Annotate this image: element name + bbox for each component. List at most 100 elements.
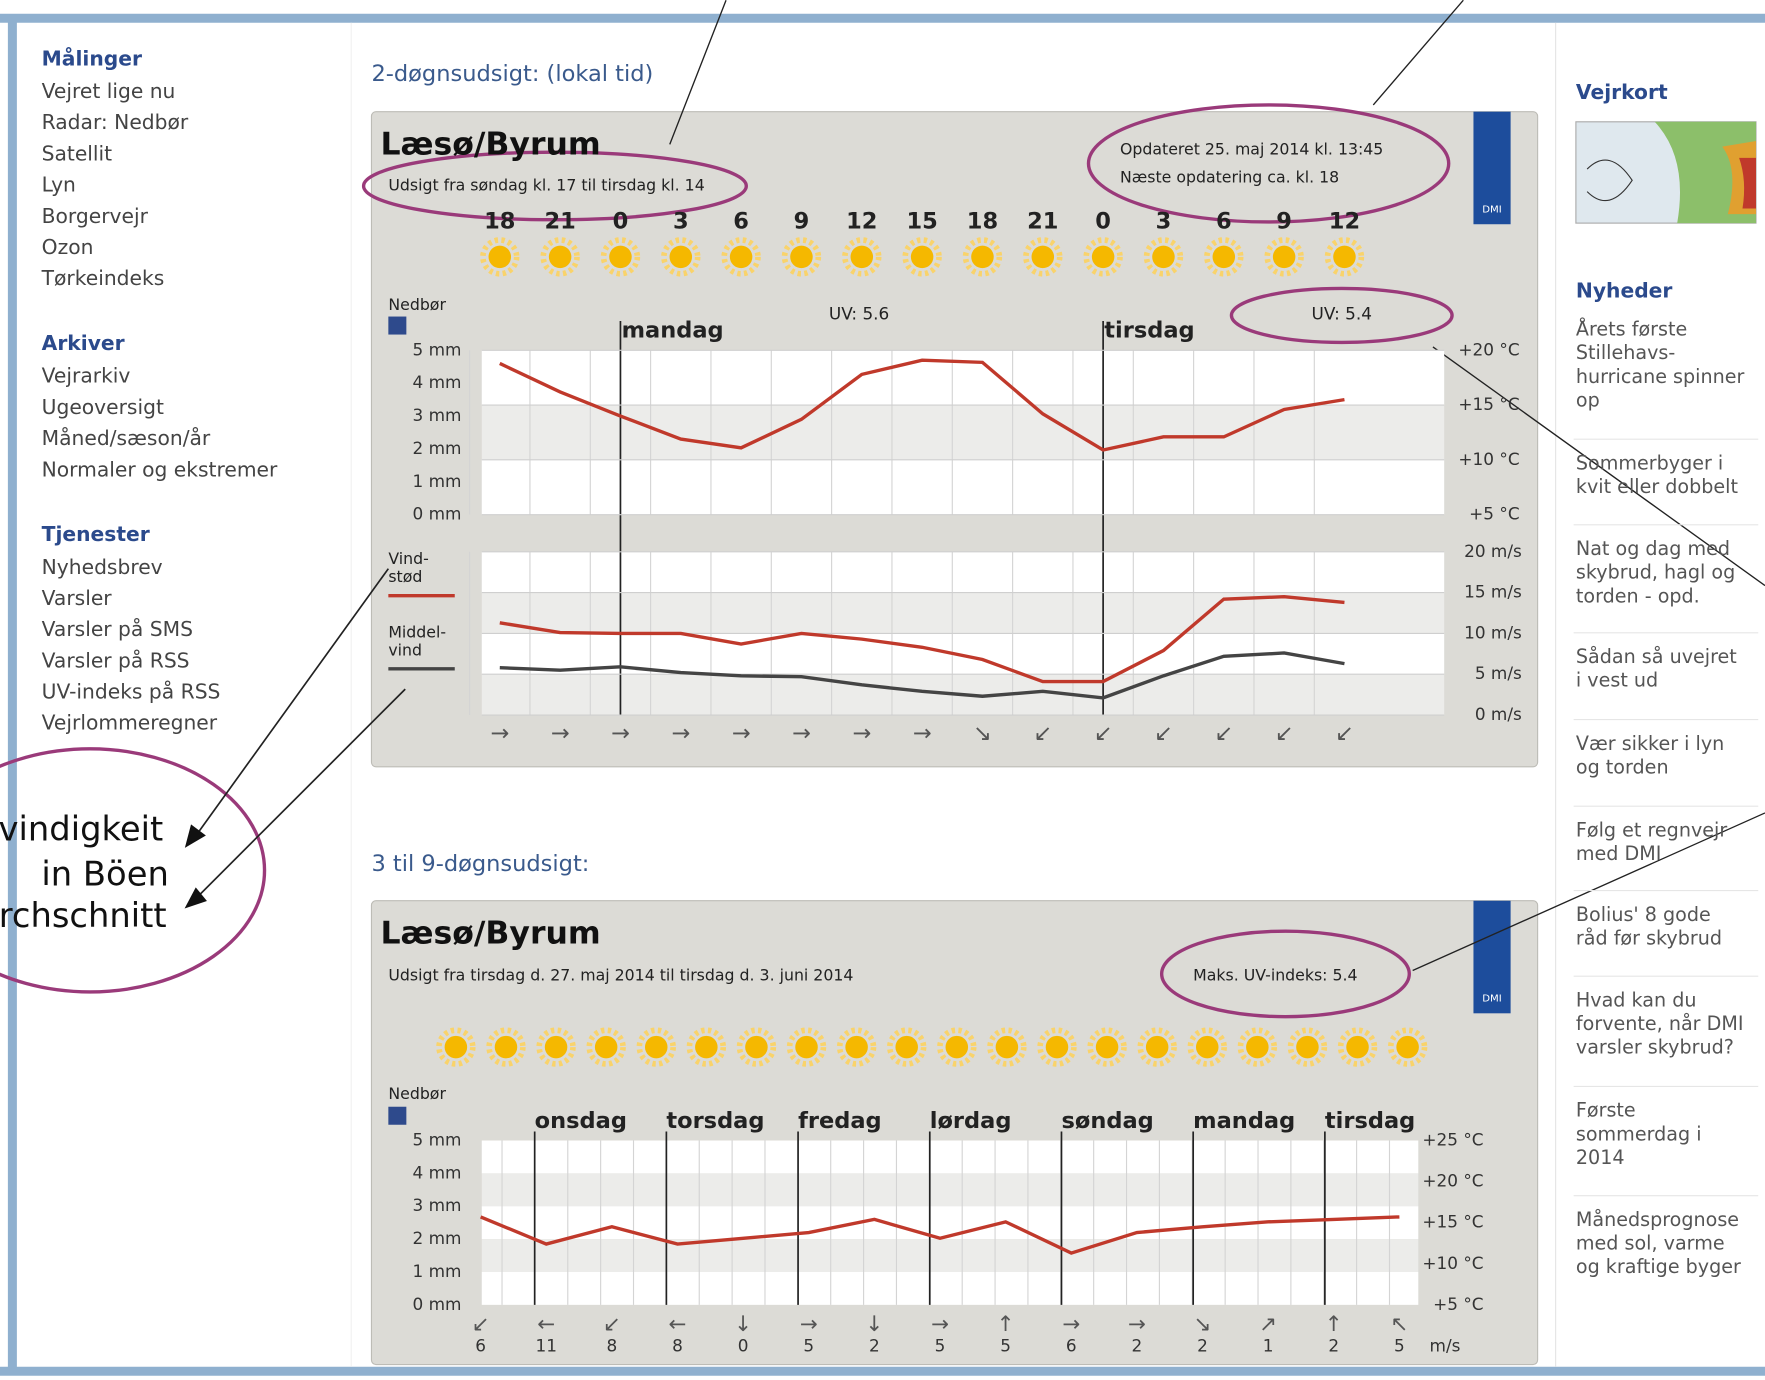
- wind-speed: 2: [1132, 1335, 1143, 1355]
- news-link[interactable]: Sommerbyger i: [1576, 451, 1723, 474]
- wind-speed: 5: [1000, 1335, 1011, 1355]
- tick-label: 5 mm: [413, 339, 462, 359]
- hour-label: 18: [967, 208, 998, 234]
- news-link[interactable]: Følg et regnvejr: [1576, 818, 1727, 841]
- day-label: mandag: [1193, 1108, 1295, 1134]
- wind-direction: →: [1128, 1312, 1146, 1337]
- news-link[interactable]: kvit eller dobbelt: [1576, 475, 1739, 498]
- weather-icon: [745, 1036, 768, 1059]
- news-link[interactable]: Nat og dag med: [1576, 537, 1730, 560]
- weather-icon: [946, 1036, 969, 1059]
- nav-link[interactable]: Borgervejr: [42, 204, 149, 228]
- news-link[interactable]: skybrud, hagl og: [1576, 561, 1735, 584]
- weather-icon: [996, 1036, 1019, 1059]
- news-link[interactable]: Sådan så uvejret: [1576, 645, 1737, 668]
- wind-speed: 6: [1066, 1335, 1077, 1355]
- wind-direction: ↘: [1194, 1312, 1212, 1337]
- nav-link[interactable]: Satellit: [42, 141, 113, 165]
- forecast-range: Udsigt fra søndag kl. 17 til tirsdag kl.…: [388, 175, 704, 194]
- news-link[interactable]: Hvad kan du: [1576, 988, 1697, 1011]
- news-link[interactable]: torden - opd.: [1576, 584, 1700, 607]
- nav-link[interactable]: Normaler og ekstremer: [42, 457, 278, 481]
- update-info: Næste opdatering ca. kl. 18: [1120, 168, 1339, 187]
- news-link[interactable]: Første: [1576, 1099, 1636, 1122]
- weather-icon: [1273, 246, 1296, 269]
- wind-direction: ←: [669, 1312, 687, 1337]
- nav-link[interactable]: Måned/sæson/år: [42, 426, 211, 450]
- news-link[interactable]: op: [1576, 388, 1600, 411]
- news-link[interactable]: forvente, når DMI: [1576, 1012, 1744, 1035]
- news-link[interactable]: i vest ud: [1576, 669, 1658, 692]
- tick-label: 3 mm: [413, 405, 462, 425]
- tick-label: 2 mm: [413, 1228, 462, 1248]
- weather-icon: [445, 1036, 468, 1059]
- wind-direction: ↗: [1259, 1312, 1277, 1337]
- wind-speed: 11: [536, 1335, 557, 1355]
- nav-link[interactable]: Vejret lige nu: [42, 79, 176, 103]
- precip-legend: [388, 1107, 406, 1125]
- nav-link[interactable]: Vejrlommeregner: [42, 711, 218, 735]
- day-label: torsdag: [666, 1108, 764, 1134]
- news-link[interactable]: sommerdag i: [1576, 1122, 1702, 1145]
- tick-label: 20 m/s: [1464, 541, 1522, 561]
- news-link[interactable]: med sol, varme: [1576, 1232, 1725, 1255]
- wind-speed: 8: [672, 1335, 683, 1355]
- tick-label: 4 mm: [413, 1162, 462, 1182]
- plot-band: [482, 1239, 1419, 1272]
- nav-link[interactable]: Tørkeindeks: [41, 266, 165, 290]
- nav-link[interactable]: Radar: Nedbør: [42, 110, 189, 134]
- news-link[interactable]: råd før skybrud: [1576, 927, 1722, 950]
- tick-label: 1 mm: [413, 471, 462, 491]
- news-link[interactable]: hurricane spinner: [1576, 365, 1745, 388]
- news-link[interactable]: Bolius' 8 gode: [1576, 903, 1711, 926]
- section-title: Vejrkort: [1576, 80, 1668, 104]
- tick-label: +20 °C: [1422, 1171, 1483, 1191]
- news-link[interactable]: Stillehavs-: [1576, 341, 1675, 364]
- wind-direction: →: [490, 721, 509, 747]
- hour-label: 3: [673, 208, 689, 234]
- weather-icon: [845, 1036, 868, 1059]
- news-link[interactable]: varsler skybrud?: [1576, 1036, 1734, 1059]
- nav-link[interactable]: Lyn: [42, 173, 76, 197]
- wind-speed: 2: [869, 1335, 880, 1355]
- hour-label: 15: [906, 208, 937, 234]
- screenshot: DMI DMI MålingerVejret lige nuRadar: Ned…: [0, 0, 1765, 1376]
- nav-link[interactable]: Ozon: [42, 235, 94, 259]
- nav-link[interactable]: UV-indeks på RSS: [42, 680, 221, 704]
- nav-link[interactable]: Varsler på SMS: [42, 617, 193, 641]
- wind-speed: 0: [738, 1335, 749, 1355]
- tick-label: 3 mm: [413, 1195, 462, 1215]
- nav-link[interactable]: Ugeoversigt: [42, 395, 164, 419]
- precip-legend: [388, 317, 406, 335]
- news-link[interactable]: og torden: [1576, 755, 1669, 778]
- wind-direction: →: [732, 721, 751, 747]
- wind-speed: 2: [1328, 1335, 1339, 1355]
- weather-icon: [795, 1036, 818, 1059]
- nav-link[interactable]: Varsler: [42, 586, 113, 610]
- wind-direction: ↙: [1094, 721, 1113, 747]
- weather-icon: [895, 1036, 918, 1059]
- news-link[interactable]: med DMI: [1576, 842, 1661, 865]
- weather-icon: [1333, 246, 1356, 269]
- weather-icon: [790, 246, 813, 269]
- news-link[interactable]: Månedsprognose: [1576, 1208, 1739, 1231]
- weather-icon: [549, 246, 572, 269]
- wind-direction: ↙: [1275, 721, 1294, 747]
- weather-icon: [495, 1036, 518, 1059]
- news-link[interactable]: Årets første: [1576, 318, 1687, 341]
- hour-label: 18: [484, 208, 515, 234]
- location-title: Læsø/Byrum: [380, 916, 600, 952]
- nav-link[interactable]: Vejrarkiv: [42, 364, 131, 388]
- wind-speed: 5: [803, 1335, 814, 1355]
- update-info: Opdateret 25. maj 2014 kl. 13:45: [1120, 139, 1383, 158]
- news-link[interactable]: 2014: [1576, 1146, 1625, 1169]
- weather-icon: [1152, 246, 1175, 269]
- day-label: onsdag: [535, 1108, 627, 1134]
- tick-label: 4 mm: [413, 372, 462, 392]
- plot-band: [482, 1173, 1419, 1206]
- wind-direction: ↘: [973, 721, 992, 747]
- news-link[interactable]: og kraftige byger: [1576, 1255, 1741, 1278]
- nav-link[interactable]: Varsler på RSS: [42, 648, 190, 672]
- nav-link[interactable]: Nyhedsbrev: [42, 555, 163, 579]
- news-link[interactable]: Vær sikker i lyn: [1576, 732, 1724, 755]
